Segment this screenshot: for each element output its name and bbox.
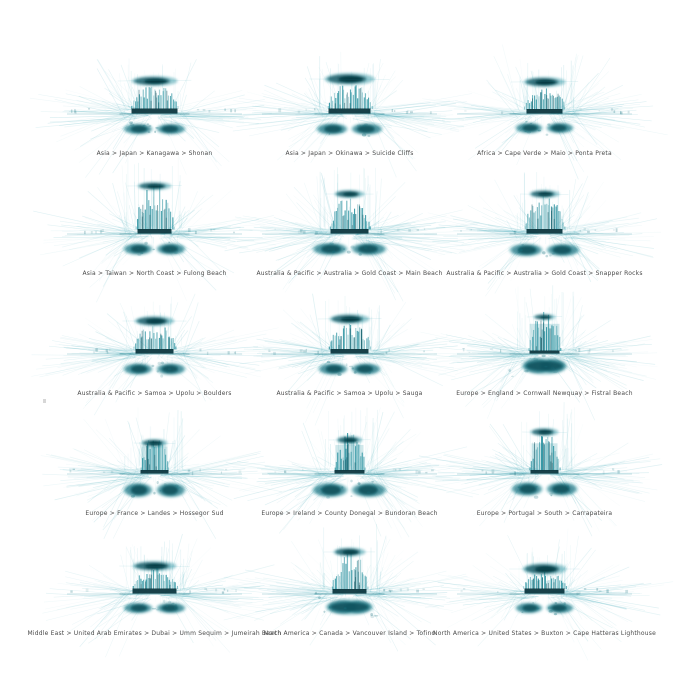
viz-panel-label: Australia & Pacific > Australia > Gold C… bbox=[446, 270, 643, 277]
viz-panel: Europe > Ireland > County Donegal > Bund… bbox=[222, 407, 480, 539]
viz-glyph bbox=[33, 157, 276, 303]
viz-panel-label: Australia & Pacific > Samoa > Upolu > Sa… bbox=[276, 390, 423, 397]
viz-panel: Asia > Taiwan > North Coast > Fulong Bea… bbox=[33, 157, 276, 303]
viz-panel: Asia > Japan > Kanagawa > Shonan bbox=[29, 54, 272, 178]
viz-panel-label: Asia > Japan > Kanagawa > Shonan bbox=[96, 150, 213, 157]
viz-glyph bbox=[42, 533, 283, 658]
viz-glyph bbox=[222, 407, 480, 539]
viz-panel: Middle East > United Arab Emirates > Dub… bbox=[27, 533, 283, 658]
viz-glyph bbox=[425, 528, 674, 661]
viz-panel: Europe > France > Landes > Hossegor Sud bbox=[40, 407, 282, 540]
viz-panel: North America > United States > Buxton >… bbox=[425, 528, 674, 661]
viz-panel: Africa > Cape Verde > Maio > Ponta Preta bbox=[422, 44, 668, 180]
viz-glyph bbox=[223, 523, 468, 652]
viz-glyph bbox=[31, 293, 279, 416]
viz-panel-label: Europe > Portugal > South > Carrapateira bbox=[476, 510, 613, 517]
viz-panel-label: Asia > Japan > Okinawa > Suicide Cliffs bbox=[285, 150, 414, 157]
viz-glyph bbox=[239, 293, 464, 426]
viz-panel-label: Asia > Taiwan > North Coast > Fulong Bea… bbox=[82, 270, 227, 277]
viz-glyph bbox=[422, 172, 661, 297]
viz-panel-label: Africa > Cape Verde > Maio > Ponta Preta bbox=[477, 150, 612, 157]
viz-panel-label: Australia & Pacific > Samoa > Upolu > Bo… bbox=[77, 390, 232, 397]
viz-panel-label: Europe > France > Landes > Hossegor Sud bbox=[85, 510, 224, 517]
viz-panel-label: North America > United States > Buxton >… bbox=[433, 630, 656, 637]
viz-panel-label: Europe > England > Cornwall Newquay > Fi… bbox=[456, 390, 633, 397]
viz-panel-label: Europe > Ireland > County Donegal > Bund… bbox=[261, 510, 438, 517]
viz-glyph bbox=[40, 407, 282, 540]
viz-panel: Australia & Pacific > Australia > Gold C… bbox=[224, 167, 480, 302]
viz-glyph bbox=[418, 402, 663, 537]
viz-panel: Europe > Portugal > South > Carrapateira bbox=[418, 402, 663, 537]
viz-panel: North America > Canada > Vancouver Islan… bbox=[223, 523, 468, 654]
viz-glyph bbox=[224, 167, 480, 302]
viz-panel: Asia > Japan > Okinawa > Suicide Cliffs bbox=[218, 51, 473, 178]
viz-panel: Europe > England > Cornwall Newquay > Fi… bbox=[420, 285, 658, 421]
viz-panel: Australia & Pacific > Australia > Gold C… bbox=[422, 172, 661, 297]
small-multiples-grid: Asia > Japan > Kanagawa > Shonan Asia > J… bbox=[27, 44, 674, 661]
viz-glyph bbox=[422, 44, 668, 180]
viz-panel: Australia & Pacific > Samoa > Upolu > Bo… bbox=[31, 293, 279, 416]
viz-panel-label: North America > Canada > Vancouver Islan… bbox=[263, 630, 436, 637]
viz-glyph bbox=[29, 58, 272, 178]
stray-mark bbox=[43, 399, 46, 403]
viz-panel-label: Australia & Pacific > Australia > Gold C… bbox=[256, 270, 443, 277]
viz-glyph bbox=[218, 51, 473, 178]
viz-panel: Australia & Pacific > Samoa > Upolu > Sa… bbox=[239, 293, 464, 426]
viz-panel-label: Middle East > United Arab Emirates > Dub… bbox=[27, 630, 282, 637]
viz-glyph bbox=[420, 285, 658, 421]
